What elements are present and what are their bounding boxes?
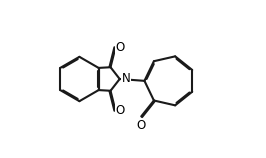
Text: O: O <box>137 119 146 132</box>
Text: N: N <box>122 73 131 85</box>
Text: O: O <box>115 41 124 54</box>
Text: O: O <box>115 104 124 117</box>
